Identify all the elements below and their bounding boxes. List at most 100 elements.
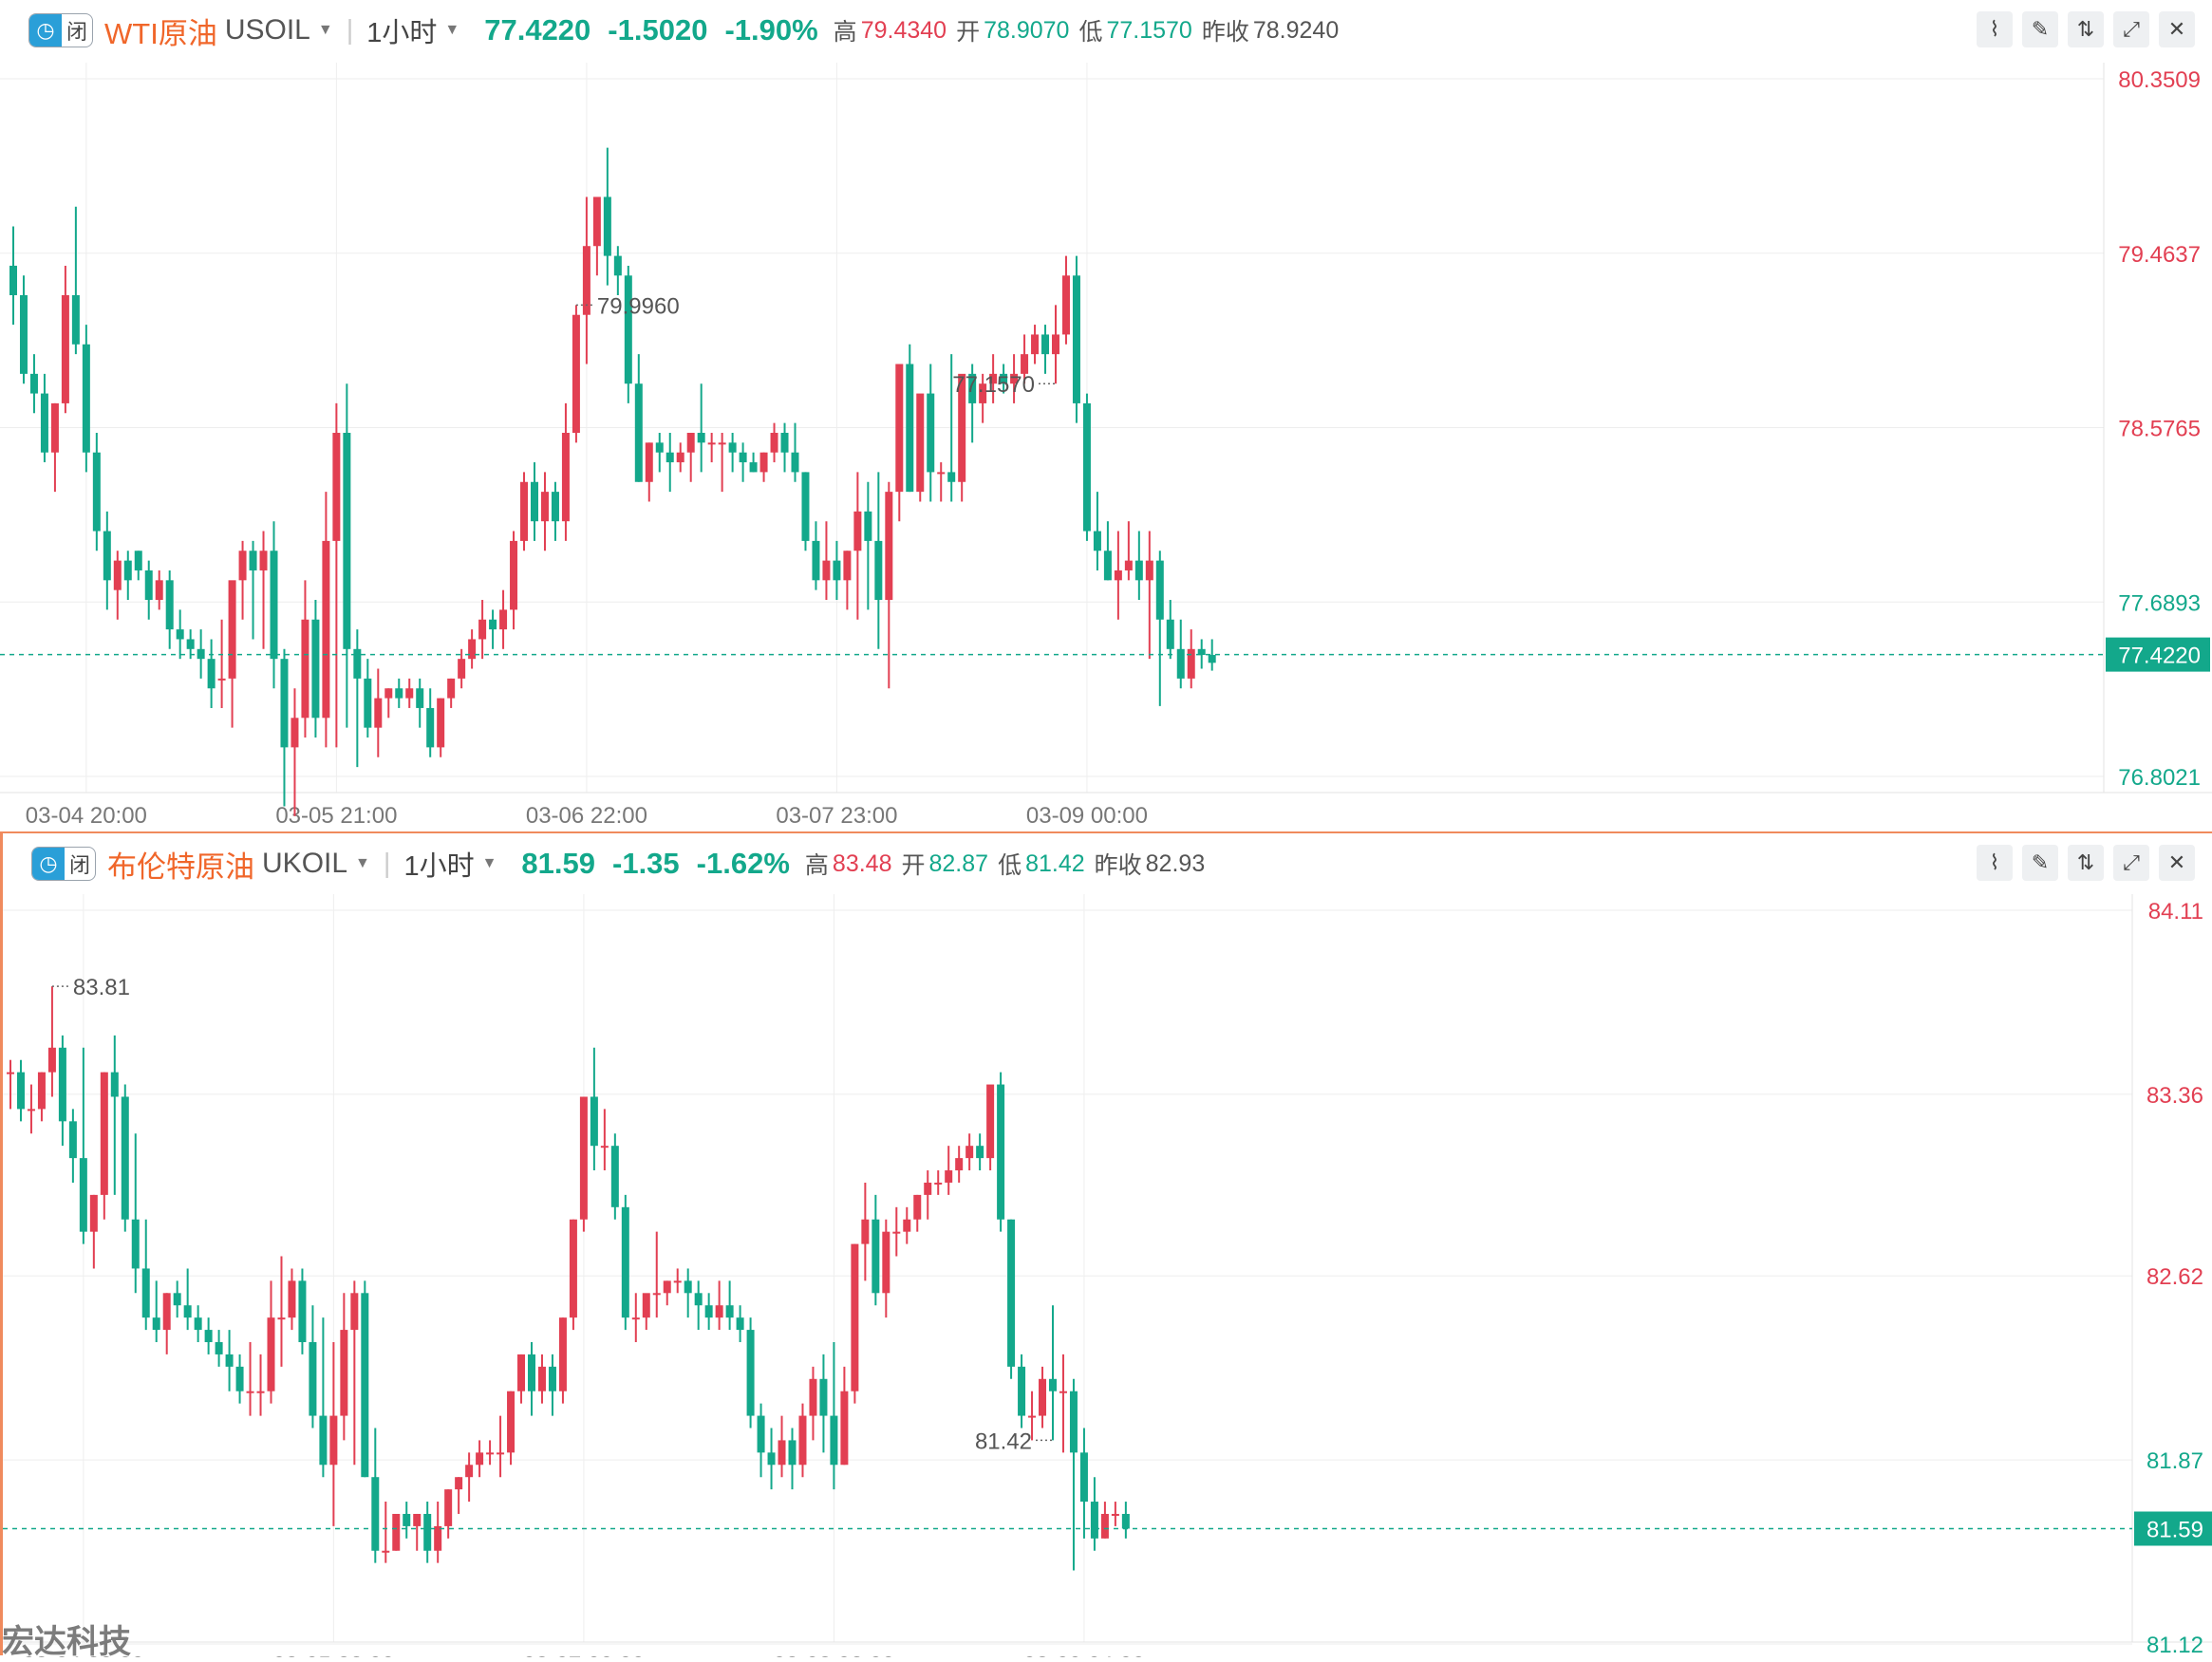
candle-body — [955, 1158, 964, 1171]
low-label: 低 — [998, 852, 1022, 879]
close-icon[interactable]: ✕ — [2159, 845, 2195, 881]
symbol-code[interactable]: UKOIL — [262, 848, 348, 879]
candle-body — [340, 1330, 348, 1416]
candle-body — [92, 452, 101, 532]
close-icon[interactable]: ✕ — [2159, 11, 2195, 47]
candle-body — [728, 442, 737, 453]
low-value: 77.1570 — [1106, 16, 1192, 44]
fullscreen-icon[interactable]: ⤢ — [2113, 845, 2149, 881]
chevron-down-icon[interactable]: ▼ — [481, 855, 497, 871]
candle-body — [123, 560, 132, 581]
compare-icon[interactable]: ⇅ — [2068, 845, 2104, 881]
candle-body — [1121, 1513, 1130, 1529]
candle-body — [1124, 560, 1133, 570]
candle-body — [749, 462, 758, 473]
candle-body — [277, 1317, 286, 1320]
x-tick-label: 03-05 21:00 — [275, 803, 397, 829]
candle-body — [979, 383, 987, 403]
period-selector[interactable]: 1小时 — [403, 851, 475, 882]
candle-body — [499, 609, 508, 630]
chevron-down-icon[interactable]: ▼ — [355, 855, 370, 871]
candle-body — [113, 560, 122, 590]
candle-body — [1007, 1219, 1016, 1367]
candle-body — [256, 1391, 265, 1393]
candle-body — [725, 1305, 734, 1318]
candle-body — [767, 1452, 776, 1466]
candle-body — [718, 442, 726, 445]
min-price-label: 81.42 — [975, 1429, 1032, 1454]
candle-body — [634, 383, 643, 482]
candle-body — [423, 1513, 432, 1551]
candle-body — [665, 452, 674, 463]
candle-body — [1093, 531, 1101, 551]
candle-body — [697, 432, 705, 443]
candle-body — [332, 432, 341, 541]
candle-body — [1166, 619, 1174, 649]
candle-body — [531, 481, 538, 522]
y-tick-label: 80.3509 — [2118, 67, 2201, 93]
candle-body — [895, 364, 904, 493]
symbol-code[interactable]: USOIL — [224, 14, 310, 46]
candle-body — [374, 698, 383, 728]
candle-body — [58, 1047, 66, 1122]
open-label: 开 — [901, 852, 926, 879]
candlestick-chart[interactable]: 03-04 20:00 03-05 21:00 03-06 22:00 03-07 2… — [0, 0, 2212, 830]
last-price: 81.59 — [521, 847, 595, 880]
candle-body — [676, 452, 684, 463]
candle-body — [986, 1084, 995, 1159]
candle-body — [906, 364, 914, 493]
candle-body — [684, 1280, 692, 1294]
candle-body — [830, 1415, 838, 1466]
candle-body — [176, 629, 184, 640]
market-status-text: 闭 — [69, 853, 91, 877]
candle-body — [100, 1072, 108, 1195]
candle-body — [343, 432, 351, 649]
candle-body — [1000, 373, 1008, 384]
draw-icon[interactable]: ✎ — [2022, 11, 2058, 47]
chevron-down-icon[interactable]: ▼ — [444, 22, 460, 38]
candle-body — [558, 1317, 567, 1391]
indicator-icon[interactable]: ⌇ — [1977, 11, 2013, 47]
candle-body — [444, 1489, 453, 1526]
chart-header: ◷ 闭 WTI原油 USOIL ▼ | 1小时 ▼ 77.4220 -1.5020… — [0, 0, 2212, 61]
candle-body — [997, 1084, 1005, 1220]
candle-body — [1010, 373, 1019, 384]
candle-body — [759, 452, 768, 473]
candle-body — [486, 1452, 495, 1455]
candle-body — [937, 472, 946, 475]
compare-icon[interactable]: ⇅ — [2068, 11, 2104, 47]
candle-body — [885, 492, 893, 601]
candle-body — [207, 659, 216, 689]
candle-body — [329, 1415, 338, 1466]
candle-body — [1041, 334, 1050, 355]
candle-body — [798, 1415, 807, 1466]
fullscreen-icon[interactable]: ⤢ — [2113, 11, 2149, 47]
candle-body — [186, 639, 195, 649]
symbol-name[interactable]: 布伦特原油 — [107, 850, 255, 884]
candle-body — [110, 1072, 119, 1097]
high-label: 高 — [833, 19, 857, 46]
candle-body — [270, 551, 278, 660]
candle-body — [621, 1206, 629, 1318]
candle-body — [1103, 551, 1112, 581]
candle-body — [600, 1146, 609, 1148]
candle-body — [645, 442, 653, 482]
period-selector[interactable]: 1小时 — [366, 18, 438, 48]
high-value: 83.48 — [832, 850, 892, 877]
high-label: 高 — [804, 852, 829, 879]
indicator-icon[interactable]: ⌇ — [1977, 845, 2013, 881]
candle-body — [613, 255, 622, 276]
candle-body — [715, 1305, 723, 1318]
draw-icon[interactable]: ✎ — [2022, 845, 2058, 881]
chevron-down-icon[interactable]: ▼ — [317, 22, 333, 38]
symbol-name[interactable]: WTI原油 — [104, 16, 217, 50]
candle-body — [392, 1513, 401, 1551]
candle-body — [1021, 354, 1029, 374]
candle-body — [592, 196, 601, 247]
candle-body — [183, 1305, 192, 1318]
open-value: 82.87 — [928, 850, 989, 877]
candle-body — [291, 718, 299, 748]
last-price-tag — [2134, 1511, 2212, 1546]
candle-body — [861, 1219, 870, 1244]
